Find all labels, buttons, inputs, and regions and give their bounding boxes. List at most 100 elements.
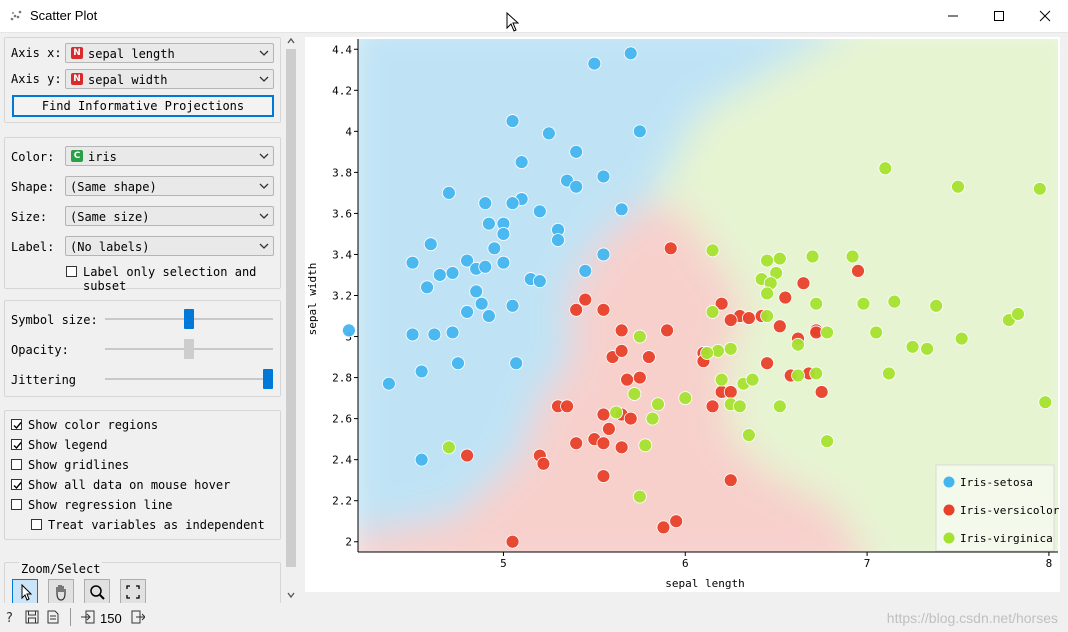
- label-label: Label:: [11, 240, 55, 254]
- option-label: Show color regions: [28, 418, 159, 432]
- data-point: [869, 325, 884, 340]
- chevron-down-icon: [259, 50, 269, 56]
- legend-label: Iris-setosa: [960, 476, 1033, 489]
- axis-y-value: sepal width: [88, 73, 168, 87]
- axis-x-value: sepal length: [88, 47, 175, 61]
- report-icon[interactable]: [47, 610, 59, 624]
- y-tick-label: 2.4: [332, 454, 352, 467]
- axis-x-combo[interactable]: N sepal length: [65, 43, 274, 63]
- minimize-icon: [948, 15, 958, 17]
- x-tick-label: 5: [500, 557, 507, 570]
- size-combo[interactable]: (Same size): [65, 206, 274, 226]
- data-point: [878, 161, 893, 176]
- select-tool-button[interactable]: [12, 579, 38, 603]
- data-point: [1011, 307, 1025, 321]
- data-point: [596, 302, 611, 317]
- chevron-down-icon: [259, 153, 269, 159]
- data-point: [596, 469, 611, 483]
- zoom-select-group: Zoom/Select: [4, 562, 281, 603]
- y-tick-label: 3.4: [332, 248, 352, 261]
- input-data-icon: [81, 610, 95, 624]
- option-checkbox[interactable]: [11, 499, 22, 510]
- option-checkbox[interactable]: [11, 439, 22, 450]
- opacity-label: Opacity:: [11, 343, 69, 357]
- data-point: [856, 296, 871, 311]
- hand-icon: [56, 585, 66, 601]
- color-combo[interactable]: C iris: [65, 146, 274, 166]
- chevron-down-icon: [259, 76, 269, 82]
- legend-box: [935, 464, 1055, 552]
- scatter-plot-app-icon: [10, 10, 22, 21]
- symbol-size-slider[interactable]: [184, 309, 194, 329]
- scrollbar-thumb[interactable]: [286, 49, 296, 567]
- panel-scrollbar[interactable]: [284, 33, 298, 603]
- axis-y-label: Axis y:: [11, 72, 62, 86]
- checkmark-icon: [13, 482, 22, 490]
- data-point: [587, 56, 602, 71]
- data-point: [669, 514, 684, 529]
- maximize-button[interactable]: [976, 0, 1022, 32]
- data-point: [469, 284, 484, 299]
- data-point: [742, 311, 756, 325]
- data-point: [414, 452, 429, 467]
- data-point: [532, 204, 547, 219]
- shape-combo[interactable]: (Same shape): [65, 176, 274, 196]
- data-point: [663, 241, 678, 256]
- data-point: [820, 434, 834, 449]
- data-point: [569, 144, 584, 159]
- label-only-selection-label: Label only selection and subset: [83, 265, 257, 293]
- data-point: [723, 473, 738, 488]
- close-button[interactable]: [1022, 0, 1068, 32]
- size-value: (Same size): [70, 210, 150, 224]
- opacity-slider[interactable]: [184, 339, 194, 359]
- data-point: [614, 344, 629, 358]
- data-point: [705, 243, 720, 258]
- zoom-tool-button[interactable]: [84, 579, 110, 603]
- data-point: [623, 411, 638, 426]
- jittering-slider[interactable]: [263, 369, 273, 389]
- data-point: [482, 216, 496, 231]
- data-point: [882, 366, 896, 381]
- data-point: [723, 341, 738, 356]
- input-count: 150: [100, 611, 122, 626]
- scroll-up-icon[interactable]: [286, 36, 296, 46]
- help-icon[interactable]: ?: [5, 610, 17, 624]
- scroll-down-icon[interactable]: [286, 590, 296, 600]
- data-point: [445, 325, 460, 340]
- save-icon[interactable]: [25, 610, 39, 624]
- watermark: https://blog.csdn.net/horses: [886, 610, 1058, 626]
- data-point: [929, 298, 944, 313]
- svg-text:?: ?: [6, 611, 13, 624]
- data-point: [651, 397, 665, 412]
- axis-y-combo[interactable]: N sepal width: [65, 69, 274, 89]
- reset-zoom-button[interactable]: [120, 579, 146, 603]
- find-informative-projections-button[interactable]: Find Informative Projections: [12, 95, 274, 117]
- option-checkbox[interactable]: [11, 479, 22, 490]
- data-point: [632, 370, 647, 385]
- label-only-selection-checkbox[interactable]: [66, 266, 77, 277]
- data-point: [614, 323, 629, 338]
- size-label: Size:: [11, 210, 48, 224]
- y-tick-label: 2.8: [332, 372, 352, 385]
- data-point: [620, 372, 634, 387]
- option-checkbox[interactable]: [11, 419, 22, 430]
- data-point: [487, 241, 502, 256]
- data-point: [432, 268, 447, 282]
- pan-tool-button[interactable]: [48, 579, 74, 603]
- data-point: [760, 286, 774, 301]
- window-title: Scatter Plot: [30, 8, 98, 23]
- option-checkbox[interactable]: [31, 519, 42, 530]
- option-checkbox[interactable]: [11, 459, 22, 470]
- minimize-button[interactable]: [930, 0, 976, 32]
- data-point: [745, 372, 760, 387]
- data-point: [569, 302, 584, 317]
- data-point: [496, 227, 511, 241]
- data-point: [569, 436, 584, 451]
- label-combo[interactable]: (No labels): [65, 236, 274, 256]
- data-point: [742, 428, 756, 442]
- data-point: [805, 249, 820, 264]
- categorical-variable-icon: C: [71, 150, 83, 162]
